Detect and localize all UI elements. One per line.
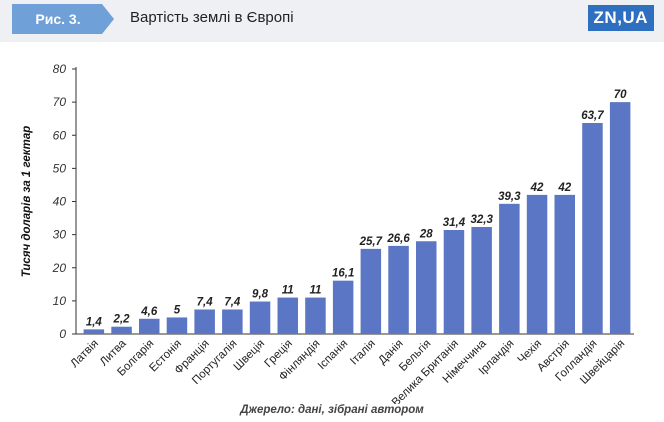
data-label: 25,7	[359, 236, 383, 248]
y-tick-label: 10	[53, 294, 67, 308]
figure-number: Рис. 3.	[35, 11, 81, 27]
bar	[139, 318, 160, 334]
data-label: 5	[174, 304, 181, 316]
bar	[388, 245, 409, 334]
figure-header: Рис. 3. Вартість землі в Європі ZN,UA	[0, 0, 664, 42]
y-axis-label: Тисяч доларів за 1 гектар	[21, 126, 33, 278]
data-label: 11	[309, 285, 321, 297]
chart-title: Вартість землі в Європі	[130, 9, 294, 26]
bar	[499, 203, 520, 334]
y-tick-label: 0	[59, 327, 66, 341]
data-label: 4,6	[140, 306, 158, 318]
zn-ua-logo: ZN,UA	[587, 5, 654, 31]
y-tick-label: 40	[53, 195, 67, 209]
bar	[305, 297, 326, 334]
bar	[609, 102, 631, 334]
bar	[83, 329, 105, 334]
bar	[166, 317, 188, 334]
data-label: 7,4	[197, 296, 214, 308]
bar	[416, 241, 437, 334]
y-tick-label: 50	[53, 161, 67, 175]
figure-number-badge: Рис. 3.	[12, 4, 114, 34]
y-tick-label: 20	[52, 261, 67, 275]
data-label: 63,7	[581, 110, 604, 122]
data-label: 42	[530, 182, 544, 194]
bar	[277, 297, 298, 334]
category-label: Іспанія	[316, 338, 350, 372]
data-label: 26,6	[386, 233, 410, 245]
bar	[194, 309, 215, 334]
y-tick-label: 30	[53, 228, 67, 242]
bar	[526, 194, 548, 334]
data-label: 7,4	[224, 296, 241, 308]
bar	[582, 122, 603, 335]
data-label: 11	[282, 285, 294, 297]
bar	[332, 280, 354, 334]
bar	[471, 227, 492, 334]
bar	[360, 248, 382, 334]
category-label: Латвія	[69, 338, 101, 370]
data-label: 2,2	[113, 314, 131, 326]
bar	[554, 194, 575, 334]
y-tick-label: 60	[53, 128, 67, 142]
bar	[443, 229, 465, 334]
bar	[249, 301, 271, 334]
data-label: 28	[419, 228, 433, 240]
data-label: 9,8	[252, 289, 269, 301]
data-label: 42	[557, 182, 571, 194]
data-label: 1,4	[86, 316, 103, 328]
bar-chart: 0 10 20 30 40 50 60 70 80 Тисяч доларів за 1 гект…	[21, 62, 634, 404]
data-label: 16,1	[332, 268, 354, 280]
source-note: Джерело: дані, зібрані автором	[240, 404, 424, 416]
data-label: 31,4	[443, 217, 466, 229]
bar	[111, 326, 132, 334]
bar	[222, 309, 243, 334]
data-label: 32,3	[470, 214, 493, 226]
data-label: 70	[614, 89, 627, 101]
y-tick-label: 70	[53, 95, 67, 109]
badge-arrow-shape	[12, 4, 114, 34]
data-label: 39,3	[498, 191, 521, 203]
category-label: Швеція	[232, 338, 268, 374]
category-label: Італія	[348, 338, 378, 368]
y-tick-label: 80	[53, 62, 67, 76]
